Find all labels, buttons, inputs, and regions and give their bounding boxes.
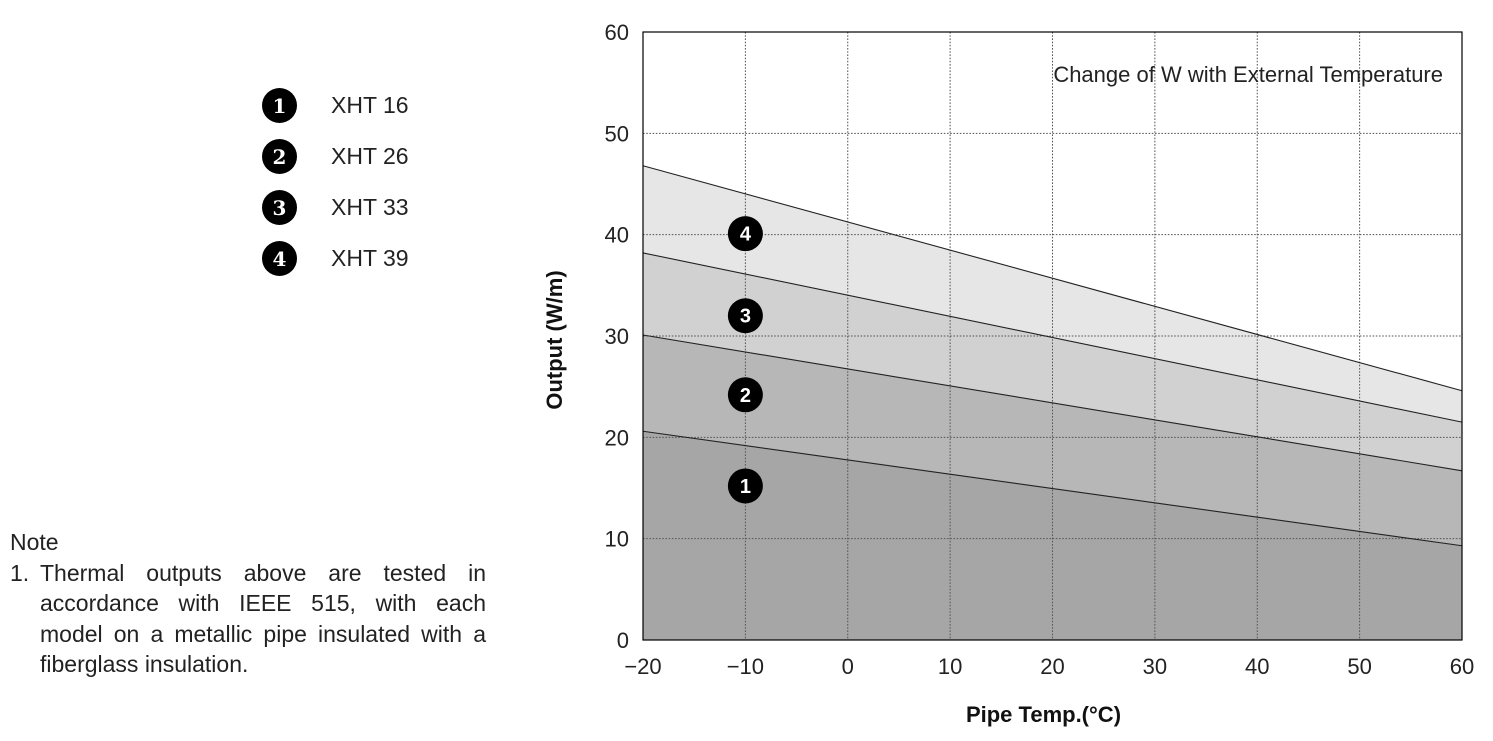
marker-2-badge: 2 bbox=[262, 139, 297, 174]
legend: 1 XHT 16 2 XHT 26 3 XHT 33 4 XHT 39 bbox=[262, 80, 409, 284]
grid bbox=[643, 32, 1462, 640]
series-line-1 bbox=[642, 430, 1463, 547]
chart-title: Change of W with External Temperature bbox=[1053, 62, 1443, 87]
series-line-4 bbox=[642, 165, 1463, 392]
marker-2-badge bbox=[727, 377, 763, 413]
note-heading: Note bbox=[10, 529, 59, 555]
marker-4-badge: 4 bbox=[262, 241, 297, 276]
y-tick-label: 0 bbox=[617, 628, 629, 653]
marker-3-badge: 3 bbox=[262, 190, 297, 225]
marker-4-label: 4 bbox=[740, 224, 752, 246]
x-tick-label: 20 bbox=[1040, 654, 1064, 679]
y-tick-label: 40 bbox=[605, 223, 629, 248]
legend-item-xht16: 1 XHT 16 bbox=[262, 80, 409, 131]
x-axis-label: Pipe Temp.(°C) bbox=[966, 702, 1121, 727]
note: Note 1. Thermal outputs above are tested… bbox=[10, 527, 486, 680]
tick-labels: −20 −10 0 10 20 30 40 50 60 0 10 20 30 40 50 60 bbox=[605, 20, 1475, 679]
y-tick-label: 60 bbox=[605, 20, 629, 45]
x-tick-label: 50 bbox=[1347, 654, 1371, 679]
marker-1-badge bbox=[727, 468, 763, 504]
note-text: Thermal outputs above are tested in acco… bbox=[40, 559, 486, 678]
y-tick-label: 50 bbox=[605, 121, 629, 146]
x-tick-label: 10 bbox=[938, 654, 962, 679]
x-tick-label: 60 bbox=[1450, 654, 1474, 679]
plot-frame bbox=[642, 31, 1463, 641]
legend-item-xht26: 2 XHT 26 bbox=[262, 131, 409, 182]
marker-1-label: 1 bbox=[740, 476, 751, 498]
marker-1-badge: 1 bbox=[262, 88, 297, 123]
series-markers: 1 2 3 4 bbox=[727, 216, 763, 504]
x-tick-label: −20 bbox=[624, 654, 661, 679]
note-item: 1. Thermal outputs above are tested in a… bbox=[10, 558, 486, 680]
x-tick-label: −10 bbox=[727, 654, 764, 679]
marker-3-badge bbox=[727, 298, 763, 334]
x-tick-label: 0 bbox=[842, 654, 854, 679]
legend-label: XHT 39 bbox=[331, 245, 409, 271]
note-number: 1. bbox=[10, 559, 30, 586]
legend-item-xht39: 4 XHT 39 bbox=[262, 233, 409, 284]
y-tick-label: 20 bbox=[605, 425, 629, 450]
series-lines bbox=[642, 165, 1463, 547]
x-tick-label: 40 bbox=[1245, 654, 1269, 679]
y-axis-label: Output (W/m) bbox=[542, 270, 567, 409]
legend-label: XHT 26 bbox=[331, 143, 409, 169]
series-line-3 bbox=[642, 252, 1463, 423]
legend-item-xht33: 3 XHT 33 bbox=[262, 182, 409, 233]
legend-label: XHT 16 bbox=[331, 92, 409, 118]
marker-4-badge bbox=[727, 216, 763, 252]
x-tick-label: 30 bbox=[1143, 654, 1167, 679]
y-tick-label: 10 bbox=[605, 527, 629, 552]
legend-label: XHT 33 bbox=[331, 194, 409, 220]
series-line-2 bbox=[642, 334, 1463, 472]
marker-3-label: 3 bbox=[740, 306, 751, 328]
marker-2-label: 2 bbox=[740, 385, 751, 407]
y-tick-label: 30 bbox=[605, 324, 629, 349]
